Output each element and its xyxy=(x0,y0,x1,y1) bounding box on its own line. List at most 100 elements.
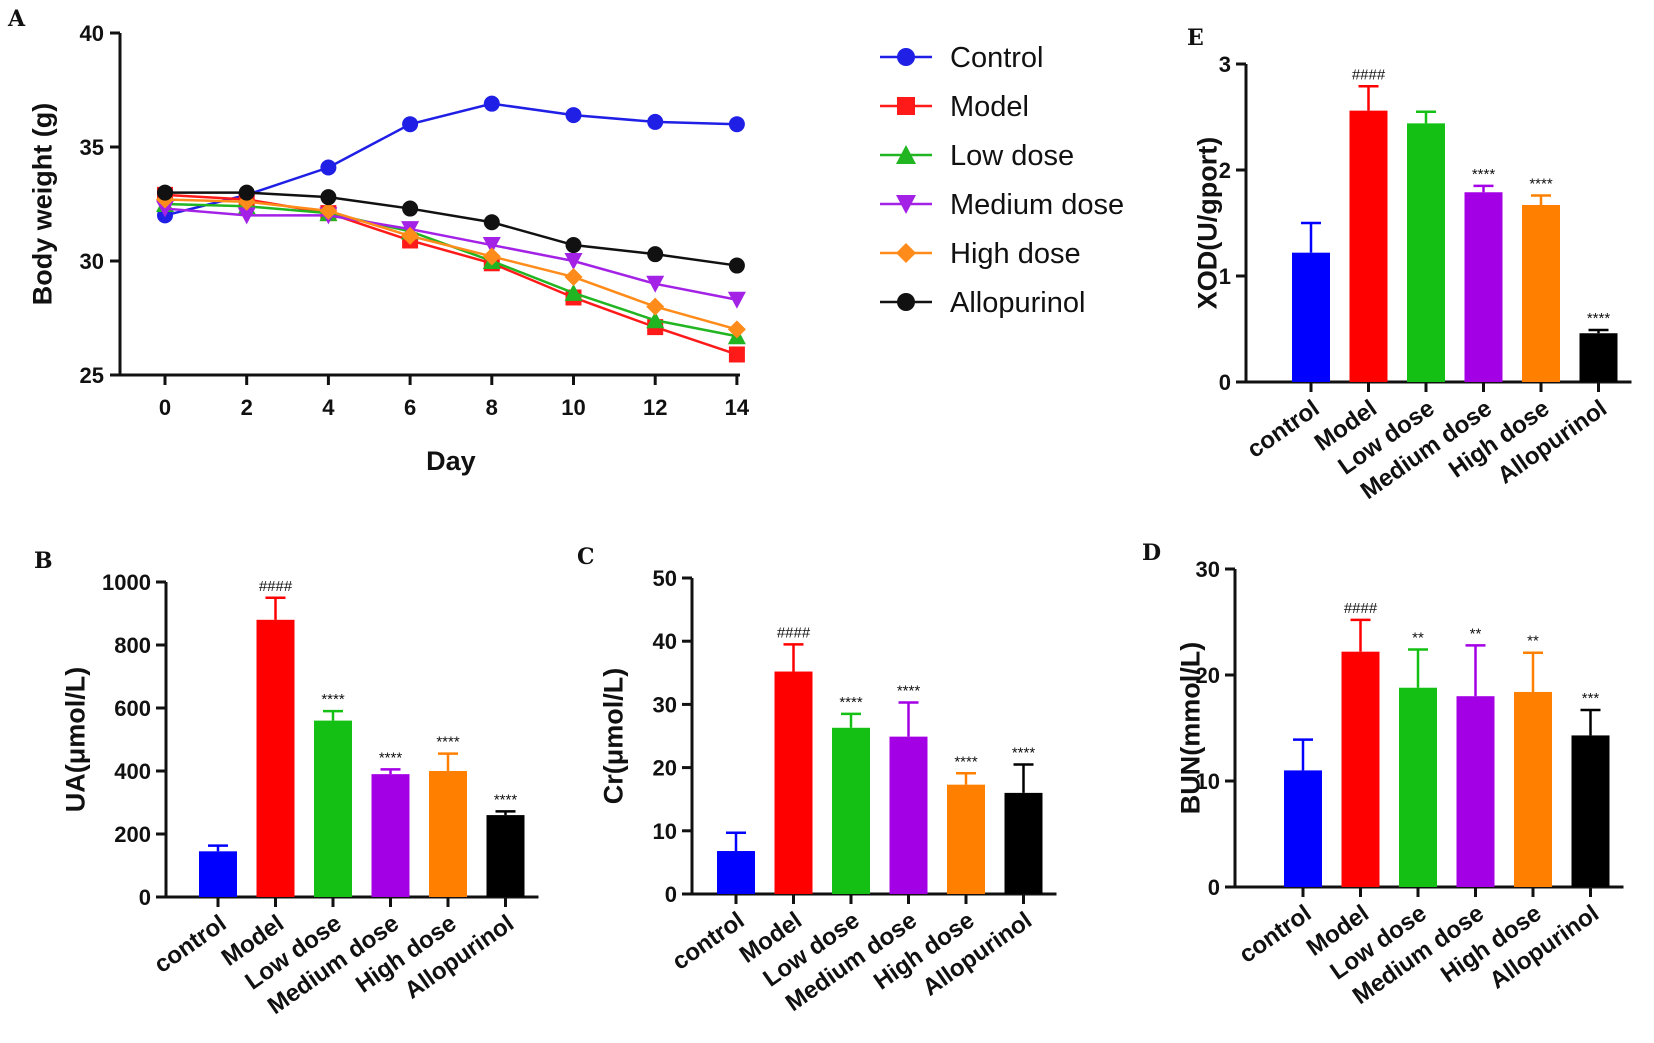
legend-entry-high-dose: High dose xyxy=(880,238,1081,270)
category-label: control xyxy=(667,907,749,976)
data-point xyxy=(402,200,419,217)
x-axis-title: Day xyxy=(426,446,476,476)
significance-label: #### xyxy=(1352,66,1386,83)
y-axis-title: BUN(mmol/L) xyxy=(1175,642,1205,814)
legend-marker xyxy=(896,145,916,164)
category-label: control xyxy=(1242,395,1324,464)
significance-label: #### xyxy=(259,578,293,595)
y-tick-label: 25 xyxy=(80,363,104,388)
x-tick-label: 12 xyxy=(643,395,667,420)
bar-allopurinol xyxy=(1004,792,1043,894)
bar-medium-dose xyxy=(1464,192,1503,382)
y-tick-label: 0 xyxy=(665,882,677,907)
significance-label: **** xyxy=(1012,744,1036,761)
data-point xyxy=(728,116,745,133)
y-tick-label: 400 xyxy=(114,759,151,784)
legend-label: Control xyxy=(950,42,1044,74)
panel-label-e: E xyxy=(1187,25,1204,51)
bar-medium-dose xyxy=(1456,696,1495,887)
data-point xyxy=(320,159,337,176)
data-point xyxy=(564,283,583,301)
x-tick-label: 6 xyxy=(404,395,416,420)
bar-low-dose xyxy=(1407,123,1445,383)
y-tick-label: 1 xyxy=(1219,264,1231,289)
x-axis-ticks: 0 2 4 6 8 10 12 14 xyxy=(159,375,750,420)
bar-high-dose xyxy=(947,784,985,894)
series-line xyxy=(164,102,737,217)
y-tick-label: 40 xyxy=(653,629,677,654)
data-point xyxy=(482,237,501,255)
significance-label: **** xyxy=(954,753,978,770)
bar-control xyxy=(1292,252,1330,382)
data-point xyxy=(237,207,256,225)
significance-label: **** xyxy=(1472,166,1496,183)
legend-label: Allopurinol xyxy=(950,287,1085,319)
panel-label-b: B xyxy=(34,548,53,574)
significance-label: ** xyxy=(1527,633,1539,650)
legend: Control Model Low dose Medium dose High dose… xyxy=(880,42,1124,319)
bar-control xyxy=(1284,770,1322,887)
data-point xyxy=(401,226,420,245)
data-point xyxy=(402,116,419,133)
panel-label-a: A xyxy=(7,6,26,32)
series-medium-dose xyxy=(156,200,746,309)
bar-allopurinol xyxy=(1571,735,1610,887)
series-line xyxy=(164,198,738,331)
bar-high-dose xyxy=(429,771,467,897)
bar-medium-dose xyxy=(889,736,928,894)
significance-label: **** xyxy=(839,694,863,711)
significance-label: **** xyxy=(436,734,460,751)
category-label: control xyxy=(1234,900,1316,969)
significance-label: **** xyxy=(379,749,403,766)
legend-marker xyxy=(897,293,915,311)
bar-allopurinol xyxy=(1579,333,1618,382)
y-tick-label: 600 xyxy=(114,696,151,721)
legend-marker xyxy=(896,195,916,214)
bar-model xyxy=(1349,110,1388,382)
significance-label: **** xyxy=(1587,310,1611,327)
y-tick-label: 50 xyxy=(653,566,677,591)
legend-entry-model: Model xyxy=(880,91,1029,123)
significance-label: #### xyxy=(777,624,811,641)
x-tick-label: 14 xyxy=(725,395,750,420)
data-point xyxy=(482,247,501,266)
data-point xyxy=(157,184,173,201)
panel-label-c: C xyxy=(577,544,595,570)
bar-high-dose xyxy=(1514,691,1552,887)
y-tick-label: 0 xyxy=(139,885,151,910)
y-tick-label: 35 xyxy=(80,135,104,160)
y-tick-label: 30 xyxy=(80,249,104,274)
x-tick-label: 4 xyxy=(322,395,335,420)
ua-bar-chart: 02004006008001000UA(μmol/L)control####Mo… xyxy=(60,570,539,1020)
bar-low-dose xyxy=(832,727,870,894)
series-group xyxy=(156,95,746,363)
significance-label: **** xyxy=(897,683,921,700)
y-tick-label: 10 xyxy=(1196,769,1220,794)
data-point xyxy=(156,200,174,218)
y-tick-label: 10 xyxy=(653,819,677,844)
legend-entry-medium-dose: Medium dose xyxy=(880,189,1124,221)
data-point xyxy=(565,107,582,124)
legend-entry-control: Control xyxy=(880,42,1044,74)
legend-label: Medium dose xyxy=(950,189,1124,221)
y-tick-label: 1000 xyxy=(102,570,151,595)
y-axis-ticks: 25 30 35 40 xyxy=(80,21,120,388)
data-point xyxy=(646,297,665,316)
data-point xyxy=(646,275,665,293)
x-tick-label: 8 xyxy=(486,395,498,420)
significance-label: *** xyxy=(1582,690,1600,707)
y-tick-label: 2 xyxy=(1219,158,1231,183)
series-line xyxy=(165,191,738,267)
data-point xyxy=(564,253,583,270)
bar-low-dose xyxy=(314,720,352,897)
data-point xyxy=(565,237,582,254)
data-point xyxy=(238,184,255,201)
y-tick-label: 20 xyxy=(1196,663,1220,688)
data-point xyxy=(727,291,746,309)
y-tick-label: 40 xyxy=(80,21,104,46)
bar-allopurinol xyxy=(486,815,525,897)
legend-label: High dose xyxy=(950,238,1081,270)
legend-marker xyxy=(897,48,915,66)
